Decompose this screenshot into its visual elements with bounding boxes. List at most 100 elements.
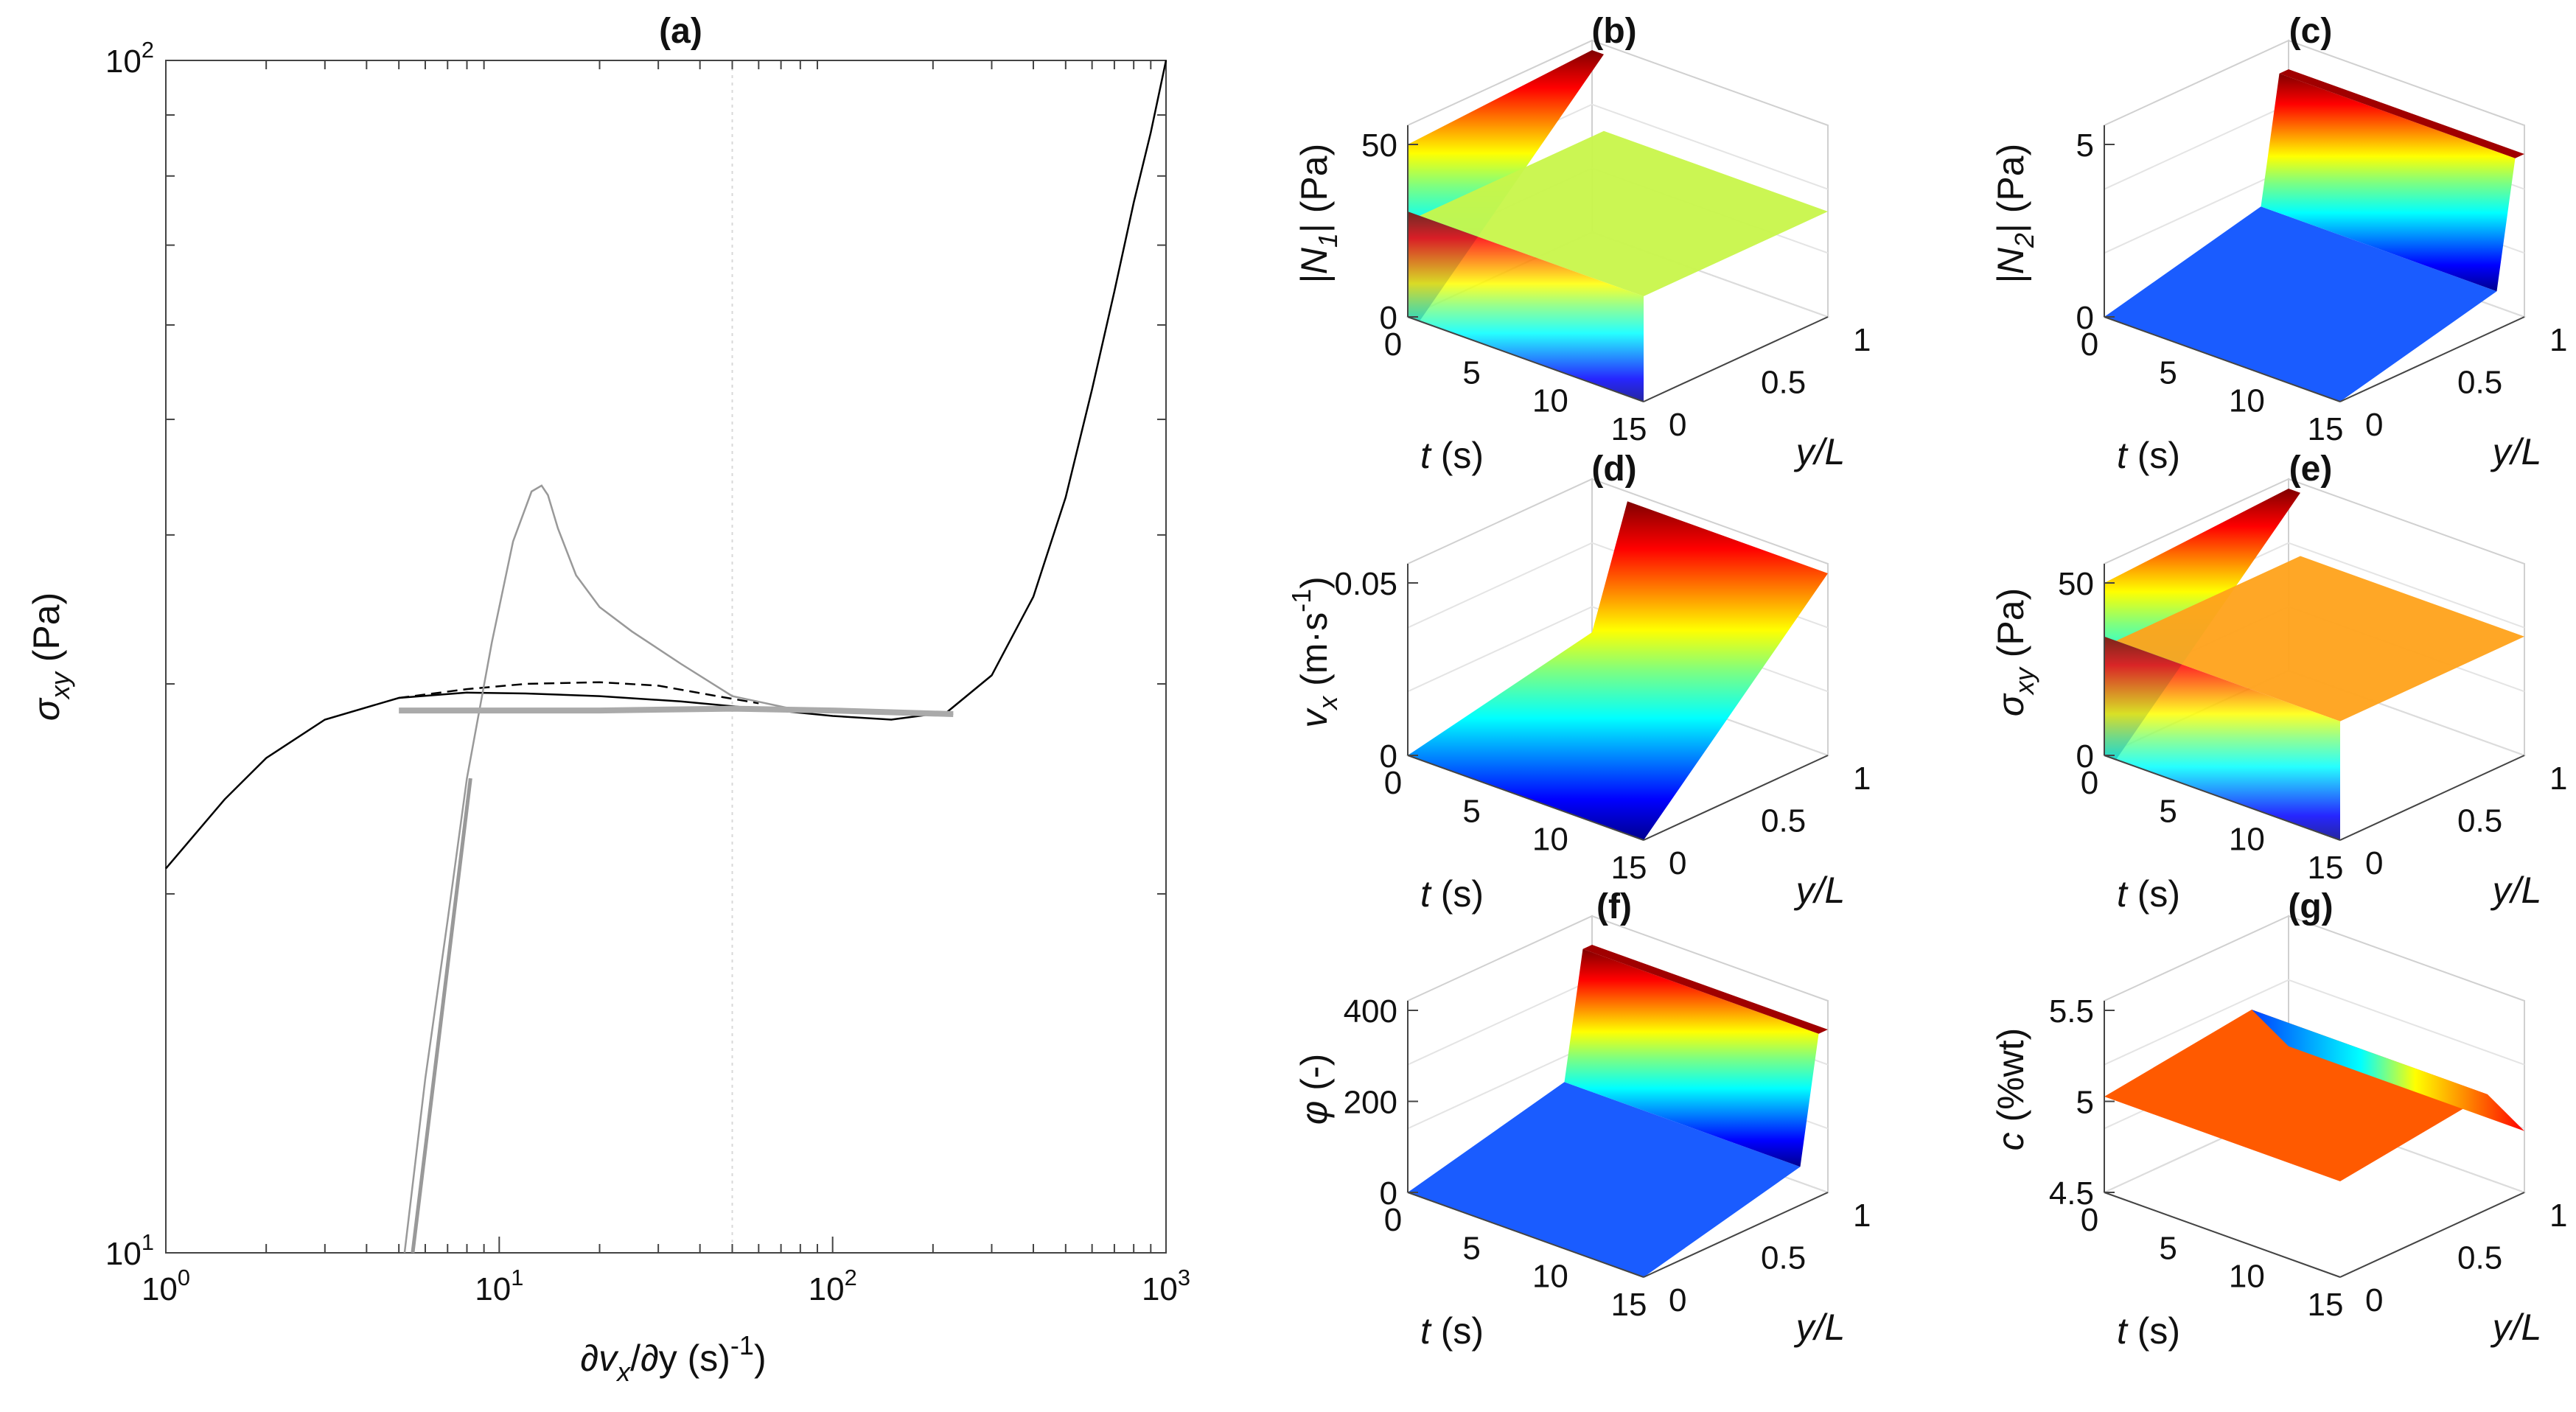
- t-axis-line: [2104, 755, 2341, 841]
- surface-depletion: [2252, 1010, 2524, 1131]
- y-tick-label: 0.5: [2457, 803, 2502, 839]
- y-tick-label: 0.5: [2457, 1240, 2502, 1276]
- surface-peak: [1564, 948, 1819, 1167]
- flow-curve-dashed--line: [399, 681, 759, 705]
- y-tick-label: 1: [1853, 761, 1871, 797]
- z-tick-label: 0: [1380, 738, 1397, 775]
- t-tick-label: 10: [2229, 383, 2265, 419]
- y-axis-line: [2339, 316, 2525, 402]
- y-tick-label: 0.5: [2457, 365, 2502, 401]
- t-tick-label: 10: [1532, 1259, 1568, 1295]
- y-tick-label: 0: [1669, 1282, 1686, 1318]
- z-tick-label: 50: [1361, 127, 1397, 164]
- t-axis-label: t (s): [2117, 1310, 2180, 1352]
- t-tick-label: 5: [2159, 1230, 2177, 1266]
- t-tick-label: 0: [1384, 765, 1402, 801]
- y-axis-label: y/L: [1794, 870, 1846, 911]
- y-tick-label: 0.5: [1761, 803, 1806, 839]
- y-tick-label: 0: [2365, 1282, 2383, 1318]
- x-tick-label: 102: [809, 1265, 857, 1307]
- y-tick-label: 102: [105, 37, 154, 80]
- z-axis-label: vx (m·s-1): [1286, 576, 1343, 728]
- surface-front: [2104, 636, 2340, 840]
- t-tick-label: 10: [1532, 383, 1568, 419]
- z-tick-label: 200: [1344, 1085, 1397, 1121]
- t-tick-label: 15: [1611, 850, 1647, 886]
- y-axis-label: y/L: [2491, 870, 2542, 911]
- y-tick-label: 1: [2549, 761, 2567, 797]
- transient-response-line: [403, 484, 954, 1254]
- x-axis-label: ∂vx/∂y (s)-1): [580, 1330, 766, 1387]
- panel-title-c: (c): [2289, 12, 2333, 51]
- z-tick-label: 50: [2058, 566, 2094, 602]
- t-tick-label: 15: [2308, 1287, 2344, 1323]
- t-tick-label: 5: [1462, 793, 1480, 829]
- surface-base: [2104, 206, 2497, 402]
- y-axis-line: [2339, 755, 2525, 841]
- t-axis-line: [1407, 316, 1644, 402]
- y-tick-label: 0.5: [1761, 365, 1806, 401]
- surface-velocity: [1408, 501, 1828, 840]
- surface-concentration: [2104, 1010, 2488, 1181]
- panel-title-g: (g): [2288, 887, 2333, 926]
- panel-g: 4.5 5 5.5 0 5 10 15 0 0.5 1 (g) c (%wt) t (s) y/L: [1990, 887, 2567, 1352]
- z-axis-label: φ (-): [1294, 1054, 1335, 1125]
- z-tick-label: 0.05: [1334, 566, 1397, 602]
- t-tick-label: 0: [2081, 765, 2098, 801]
- y-tick-label: 0: [2365, 407, 2383, 443]
- grid-line: [2104, 979, 2525, 1066]
- t-tick-label: 0: [2081, 326, 2098, 363]
- x-tick-label: 101: [475, 1265, 523, 1307]
- surface-top: [2279, 69, 2524, 158]
- t-tick-label: 15: [2308, 411, 2344, 447]
- z-tick-label: 0: [1380, 1175, 1397, 1212]
- y-axis-line: [1643, 1192, 1829, 1278]
- panel-title-b: (b): [1591, 12, 1636, 51]
- panel-title-e: (e): [2289, 450, 2333, 489]
- surface-top: [1582, 945, 1828, 1034]
- z-axis-label: σxy (Pa): [1990, 588, 2039, 717]
- z-tick-label: 400: [1344, 993, 1397, 1030]
- z-axis-label: |N2| (Pa): [1990, 144, 2039, 284]
- t-axis-label: t (s): [1420, 435, 1484, 476]
- surface-plateau: [2116, 556, 2524, 721]
- t-tick-label: 10: [2229, 822, 2265, 858]
- t-axis-label: t (s): [1420, 873, 1484, 915]
- panel-title-a: (a): [659, 12, 702, 51]
- y-axis-label: σxy (Pa): [26, 593, 75, 721]
- y-axis-line: [1643, 316, 1829, 402]
- t-axis-line: [2104, 1192, 2341, 1278]
- t-tick-label: 5: [2159, 354, 2177, 391]
- y-axis-label: y/L: [2491, 1307, 2542, 1348]
- t-tick-label: 15: [1611, 411, 1647, 447]
- x-tick-label: 100: [142, 1265, 190, 1307]
- z-tick-label: 5: [2076, 127, 2094, 164]
- t-tick-label: 10: [2229, 1259, 2265, 1295]
- y-tick-label: 1: [1853, 322, 1871, 358]
- y-tick-label: 101: [105, 1229, 154, 1272]
- t-tick-label: 5: [1462, 1230, 1480, 1266]
- panel-b: 0 50 0 5 10 15 0 0.5 1 (b) |N1| (Pa) t (s) y/L: [1294, 12, 1871, 476]
- panel-title-f: (f): [1596, 887, 1632, 926]
- y-tick-label: 0.5: [1761, 1240, 1806, 1276]
- y-axis-line: [1643, 755, 1829, 841]
- surface-peak: [2261, 73, 2516, 292]
- t-tick-label: 5: [1462, 354, 1480, 391]
- panel-title-d: (d): [1591, 450, 1636, 489]
- y-tick-label: 0: [1669, 845, 1686, 881]
- t-tick-label: 0: [1384, 1202, 1402, 1238]
- x-tick-label: 103: [1142, 1265, 1190, 1307]
- y-tick-label: 0: [2365, 845, 2383, 881]
- panel-c: 0 5 0 5 10 15 0 0.5 1 (c) |N2| (Pa) t (s) y/L: [1990, 12, 2567, 476]
- y-axis-label: y/L: [1794, 1307, 1846, 1348]
- t-tick-label: 15: [2308, 850, 2344, 886]
- z-axis-label: |N1| (Pa): [1294, 144, 1343, 284]
- z-tick-label: 0: [1380, 300, 1397, 336]
- t-tick-label: 0: [1384, 326, 1402, 363]
- z-tick-label: 5: [2076, 1085, 2094, 1121]
- panel-d: 0 0.05 0 5 10 15 0 0.5 1 (d) vx (m·s-1) t (s) y/L: [1286, 450, 1871, 915]
- z-tick-label: 5.5: [2049, 993, 2094, 1030]
- t-tick-label: 5: [2159, 793, 2177, 829]
